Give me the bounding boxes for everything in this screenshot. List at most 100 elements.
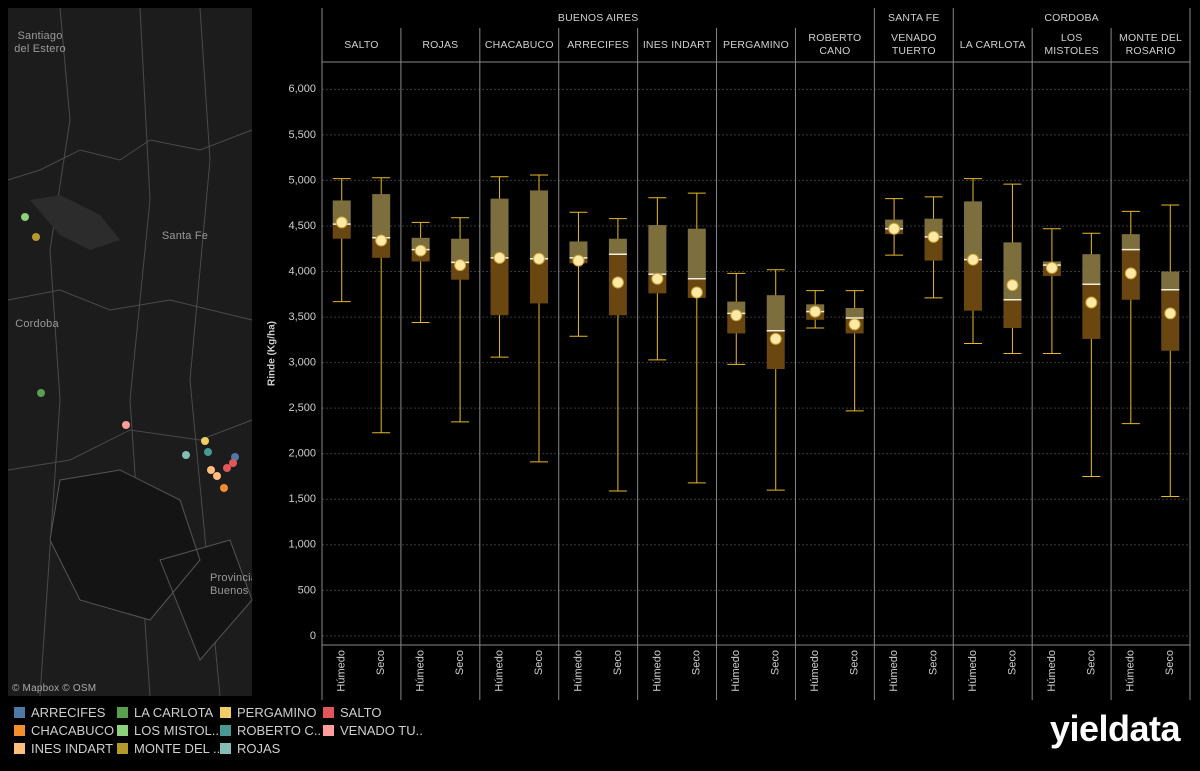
map-point[interactable] — [229, 459, 237, 467]
x-tick-label: Húmedo — [336, 650, 348, 692]
box-upper — [964, 201, 982, 260]
legend-swatch — [220, 707, 231, 718]
mean-marker — [927, 230, 940, 243]
legend-swatch — [323, 707, 334, 718]
legend-swatch — [14, 725, 25, 736]
legend-item[interactable]: MONTE DEL .. — [117, 741, 220, 756]
y-tick-label: 5,000 — [288, 174, 316, 186]
mean-marker — [888, 222, 901, 235]
mean-marker — [335, 216, 348, 229]
mean-marker — [572, 254, 585, 267]
y-tick-label: 3,500 — [288, 311, 316, 323]
y-tick-label: 3,000 — [288, 357, 316, 369]
box-lower — [1161, 289, 1180, 351]
mean-marker — [1045, 261, 1058, 274]
legend-swatch — [117, 725, 128, 736]
box-upper — [727, 301, 746, 314]
legend-item[interactable]: CHACABUCO — [14, 723, 114, 738]
y-tick-label: 6,000 — [288, 83, 316, 95]
map-point[interactable] — [122, 421, 130, 429]
map-point[interactable] — [220, 484, 228, 492]
map-label: Cordoba — [15, 318, 59, 330]
legend-item[interactable]: PERGAMINO — [220, 705, 316, 720]
legend-item[interactable]: LOS MISTOL.. — [117, 723, 219, 738]
box-lower — [530, 258, 548, 304]
map-label: Santiago del Estero — [14, 30, 66, 55]
panel-header: LOS MISTOLES — [1044, 32, 1099, 57]
y-tick-label: 4,000 — [288, 265, 316, 277]
y-axis-label: Rinde (Kg/ha) — [267, 321, 278, 386]
panel-header: PERGAMINO — [722, 38, 789, 51]
map-point[interactable] — [201, 437, 209, 445]
legend-label: INES INDART — [31, 741, 114, 756]
legend-label: SALTO — [340, 705, 382, 720]
x-tick-label: Húmedo — [572, 650, 584, 692]
legend-swatch — [117, 707, 128, 718]
y-tick-label: 1,000 — [288, 539, 316, 551]
legend-item[interactable]: ROBERTO C.. — [220, 723, 321, 738]
map-point[interactable] — [223, 464, 231, 472]
mean-marker — [730, 309, 743, 322]
legend-label: ROBERTO C.. — [237, 723, 322, 738]
legend-swatch — [14, 743, 25, 754]
box-lower — [924, 236, 943, 261]
legend-label: ARRECIFES — [31, 705, 106, 720]
x-tick-label: Seco — [849, 650, 861, 675]
x-tick-label: Húmedo — [967, 650, 979, 692]
box-upper — [1082, 254, 1101, 285]
map-point[interactable] — [37, 389, 45, 397]
x-tick-label: Húmedo — [415, 650, 427, 692]
box-upper — [1121, 234, 1140, 250]
legend-item[interactable]: VENADO TU.. — [323, 723, 423, 738]
legend-swatch — [14, 707, 25, 718]
legend-item[interactable]: ROJAS — [220, 741, 280, 756]
x-tick-label: Seco — [927, 650, 939, 675]
y-tick-label: 5,500 — [288, 129, 316, 141]
y-tick-label: 2,500 — [288, 402, 316, 414]
box-lower — [964, 259, 982, 311]
x-tick-label: Húmedo — [888, 650, 900, 692]
x-tick-label: Seco — [1164, 650, 1176, 675]
legend-item[interactable]: SALTO — [323, 705, 381, 720]
province-header: BUENOS AIRES — [557, 11, 639, 24]
legend-item[interactable]: LA CARLOTA — [117, 705, 213, 720]
legend-item[interactable]: INES INDART — [14, 741, 113, 756]
map-label: Santa Fe — [161, 230, 209, 242]
mean-marker — [769, 332, 782, 345]
map-lake — [30, 195, 120, 250]
x-tick-label: Húmedo — [809, 650, 821, 692]
mean-marker — [414, 244, 427, 257]
legend-item[interactable]: ARRECIFES — [14, 705, 105, 720]
panel-header: VENADO TUERTO — [891, 32, 937, 57]
y-tick-label: 1,500 — [288, 493, 316, 505]
map-point[interactable] — [213, 472, 221, 480]
box-upper — [608, 238, 627, 255]
box-upper — [1161, 271, 1180, 290]
box-upper — [490, 198, 509, 258]
x-tick-label: Seco — [375, 650, 387, 675]
map-attribution: © Mapbox © OSM — [12, 683, 97, 694]
legend-label: CHACABUCO — [31, 723, 115, 738]
map-point[interactable] — [21, 213, 29, 221]
legend-swatch — [117, 743, 128, 754]
legend-label: MONTE DEL .. — [134, 741, 221, 756]
x-tick-label: Seco — [533, 650, 545, 675]
box-lower — [1082, 284, 1101, 339]
panel-header: ROBERTO CANO — [808, 32, 862, 57]
map-point[interactable] — [182, 451, 190, 459]
map-point[interactable] — [204, 448, 212, 456]
panel-header: CHACABUCO — [484, 38, 554, 51]
box-upper — [451, 238, 470, 263]
mean-marker — [690, 286, 703, 299]
map-point[interactable] — [207, 466, 215, 474]
map-point[interactable] — [32, 233, 40, 241]
map — [7, 7, 253, 697]
legend-swatch — [323, 725, 334, 736]
box-lower — [1003, 299, 1022, 328]
map-borders — [7, 7, 253, 697]
x-tick-label: Seco — [1085, 650, 1097, 675]
x-tick-label: Seco — [454, 650, 466, 675]
x-tick-label: Seco — [1006, 650, 1018, 675]
